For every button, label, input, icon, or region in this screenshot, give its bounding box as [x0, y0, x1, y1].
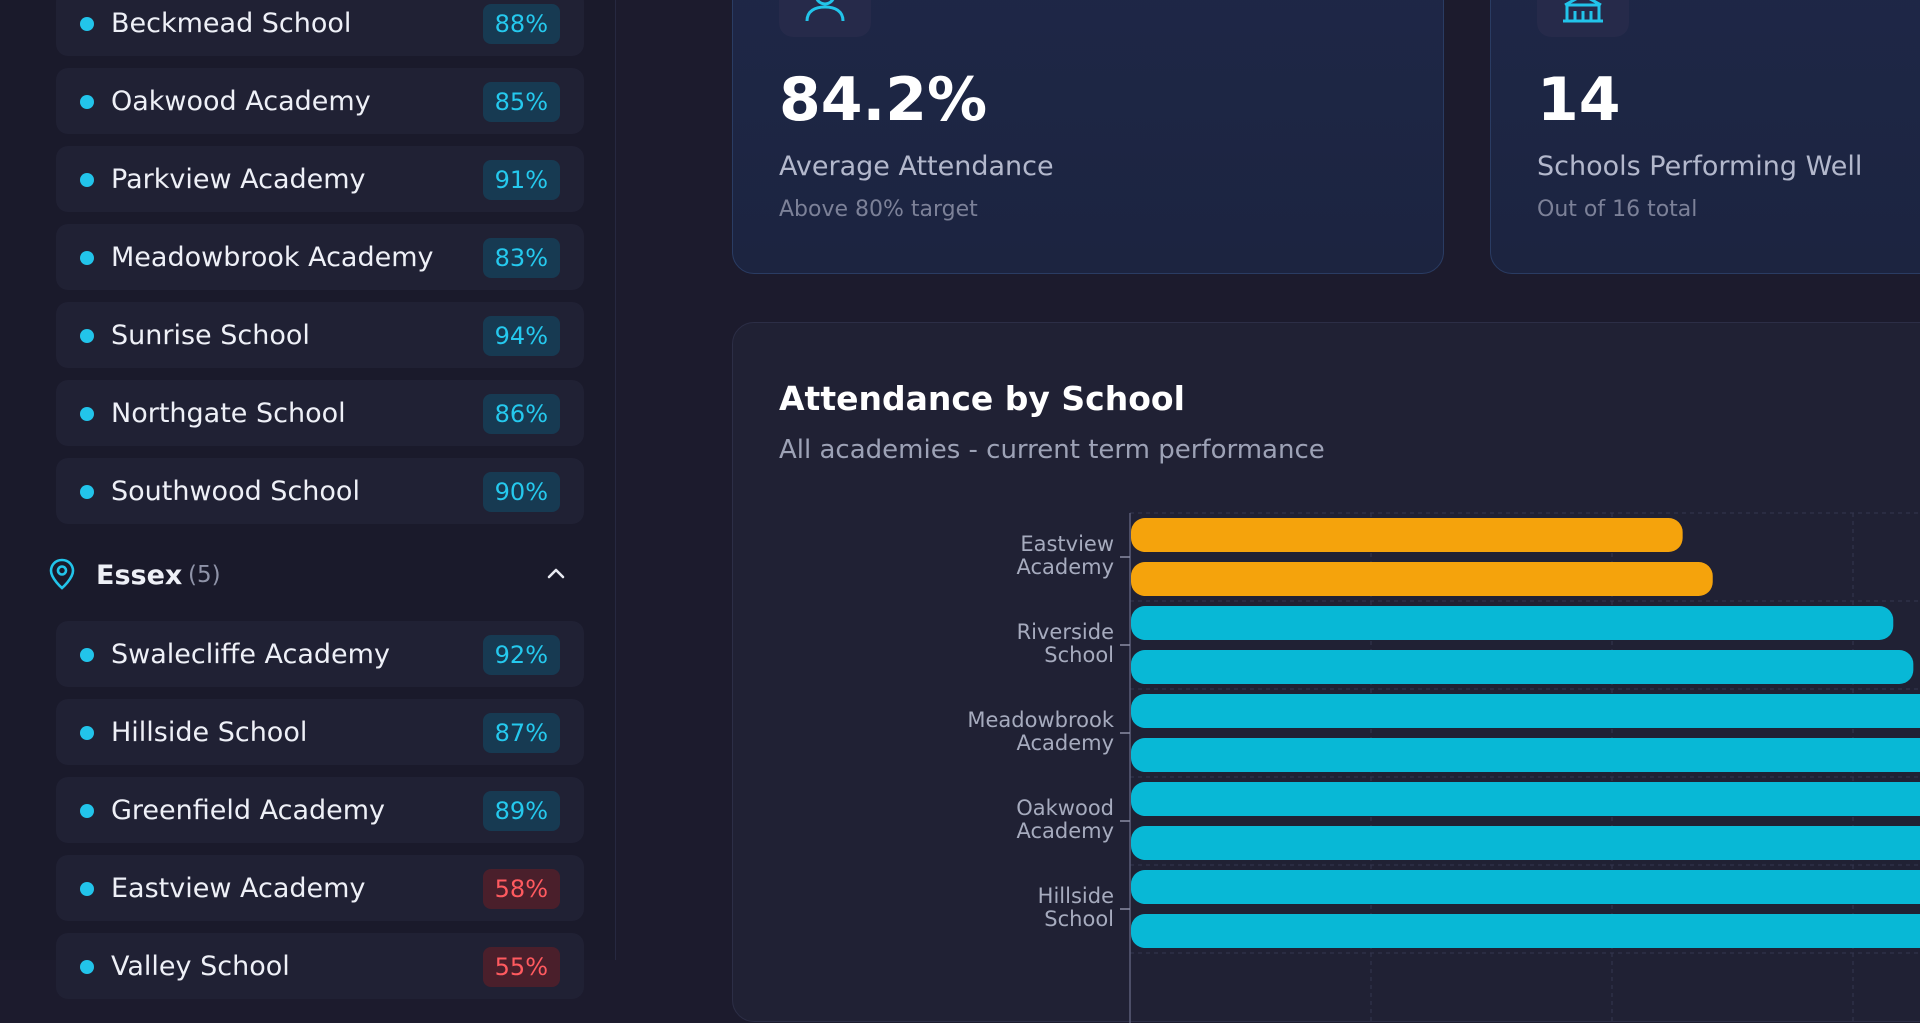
- stat-label: Average Attendance: [779, 151, 1054, 182]
- school-name: Sunrise School: [111, 320, 310, 351]
- stat-label: Schools Performing Well: [1537, 151, 1863, 182]
- status-dot-icon: [80, 173, 94, 187]
- status-dot-icon: [80, 882, 94, 896]
- attendance-badge: 86%: [482, 394, 560, 434]
- attendance-badge: 88%: [482, 4, 560, 44]
- school-name: Hillside School: [111, 717, 308, 748]
- chevron-up-icon[interactable]: [544, 562, 568, 590]
- school-name: Swalecliffe Academy: [111, 639, 390, 670]
- status-dot-icon: [80, 960, 94, 974]
- school-name: Oakwood Academy: [111, 86, 371, 117]
- bar[interactable]: [1131, 650, 1914, 684]
- school-name: Beckmead School: [111, 8, 352, 39]
- school-list-item[interactable]: Meadowbrook Academy 83%: [56, 224, 584, 290]
- sidebar: Beckmead School 88% Oakwood Academy 85% Park…: [0, 0, 616, 999]
- school-list-item[interactable]: Valley School 55%: [56, 933, 584, 999]
- school-list-item[interactable]: Northgate School 86%: [56, 380, 584, 446]
- school-name: Parkview Academy: [111, 164, 366, 195]
- status-dot-icon: [80, 804, 94, 818]
- chart-title: Attendance by School: [779, 379, 1185, 418]
- stat-sublabel: Above 80% target: [779, 197, 978, 222]
- status-dot-icon: [80, 329, 94, 343]
- stat-value: 14: [1537, 65, 1621, 135]
- status-dot-icon: [80, 726, 94, 740]
- school-list-item[interactable]: Eastview Academy 58%: [56, 855, 584, 921]
- y-tick-label: Oakwood Academy: [1016, 796, 1114, 843]
- bar[interactable]: [1131, 870, 1920, 904]
- users-icon: [779, 0, 871, 37]
- status-dot-icon: [80, 648, 94, 662]
- school-building-icon: [1537, 0, 1629, 37]
- map-pin-icon: [48, 558, 76, 594]
- attendance-badge: 92%: [482, 635, 560, 675]
- stat-card-schools: 14 Schools Performing Well Out of 16 tot…: [1490, 0, 1920, 274]
- bar[interactable]: [1131, 606, 1894, 640]
- status-dot-icon: [80, 407, 94, 421]
- status-dot-icon: [80, 95, 94, 109]
- region-count: (5): [188, 562, 221, 588]
- school-list-item[interactable]: Sunrise School 94%: [56, 302, 584, 368]
- status-dot-icon: [80, 485, 94, 499]
- bar[interactable]: [1131, 562, 1713, 596]
- school-list-item[interactable]: Oakwood Academy 85%: [56, 68, 584, 134]
- bar[interactable]: [1131, 914, 1920, 948]
- attendance-badge: 55%: [482, 947, 560, 987]
- bar[interactable]: [1131, 738, 1920, 772]
- attendance-badge: 94%: [482, 316, 560, 356]
- school-list-item[interactable]: Beckmead School 88%: [56, 0, 584, 56]
- y-tick-label: Eastview Academy: [1016, 532, 1114, 579]
- attendance-badge: 91%: [482, 160, 560, 200]
- school-name: Meadowbrook Academy: [111, 242, 434, 273]
- chart-subtitle: All academies - current term performance: [779, 435, 1325, 465]
- y-tick-label: Meadowbrook Academy: [967, 708, 1114, 755]
- attendance-badge: 85%: [482, 82, 560, 122]
- status-dot-icon: [80, 251, 94, 265]
- y-tick-label: Riverside School: [1017, 620, 1114, 667]
- school-list-item[interactable]: Parkview Academy 91%: [56, 146, 584, 212]
- school-list-item[interactable]: Hillside School 87%: [56, 699, 584, 765]
- stat-value: 84.2%: [779, 65, 988, 135]
- y-tick-label: Hillside School: [1038, 884, 1114, 931]
- school-name: Northgate School: [111, 398, 346, 429]
- school-list-item[interactable]: Greenfield Academy 89%: [56, 777, 584, 843]
- school-name: Southwood School: [111, 476, 360, 507]
- attendance-badge: 90%: [482, 472, 560, 512]
- attendance-chart-card: Attendance by School All academies - cur…: [732, 322, 1920, 1023]
- school-name: Eastview Academy: [111, 873, 366, 904]
- school-name: Valley School: [111, 951, 290, 982]
- attendance-badge: 89%: [482, 791, 560, 831]
- school-list-item[interactable]: Swalecliffe Academy 92%: [56, 621, 584, 687]
- region-name: Essex: [96, 560, 183, 591]
- stat-sublabel: Out of 16 total: [1537, 197, 1698, 222]
- bar[interactable]: [1131, 694, 1920, 728]
- region-header-essex[interactable]: Essex (5): [48, 556, 568, 596]
- bar[interactable]: [1131, 518, 1683, 552]
- school-list-item[interactable]: Southwood School 90%: [56, 458, 584, 524]
- attendance-bar-chart: Eastview Academy Riverside School Meadowbroo…: [967, 512, 1920, 1023]
- stat-card-attendance: 84.2% Average Attendance Above 80% targe…: [732, 0, 1444, 274]
- bar[interactable]: [1131, 826, 1920, 860]
- attendance-badge: 58%: [482, 869, 560, 909]
- status-dot-icon: [80, 17, 94, 31]
- bar[interactable]: [1131, 782, 1920, 816]
- attendance-badge: 87%: [482, 713, 560, 753]
- school-name: Greenfield Academy: [111, 795, 386, 826]
- attendance-badge: 83%: [482, 238, 560, 278]
